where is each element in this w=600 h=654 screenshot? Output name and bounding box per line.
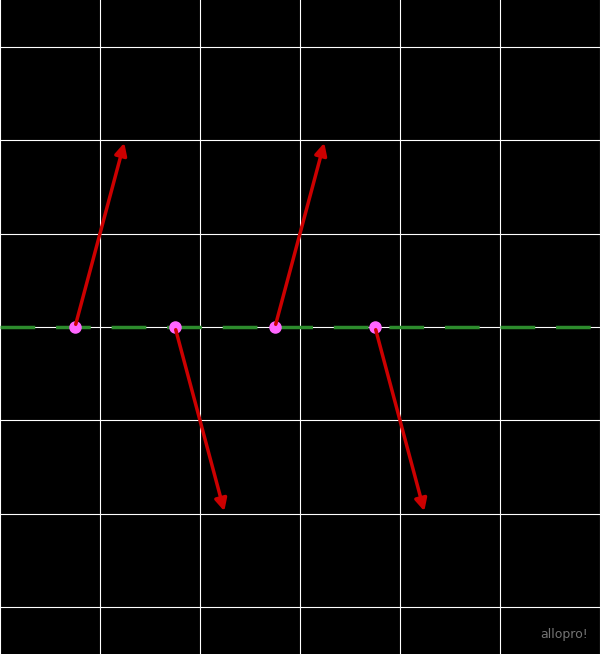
Text: allopro!: allopro!	[540, 628, 588, 641]
